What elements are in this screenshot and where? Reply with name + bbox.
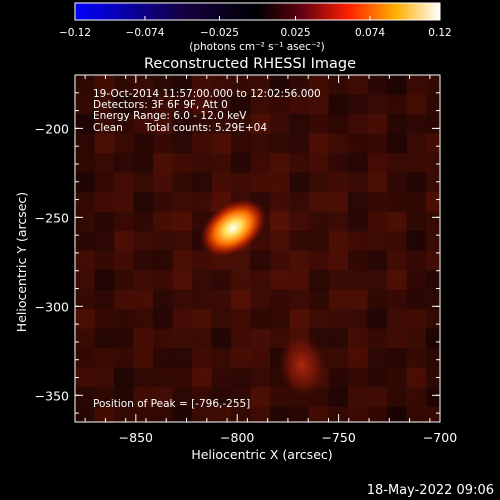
x-tick-label: −800 (220, 430, 254, 445)
colorbar-tick-label: −0.12 (59, 27, 91, 39)
y-tick-label: −200 (35, 121, 69, 136)
annotation-counts: Total counts: 5.29E+04 (144, 122, 267, 134)
annotation-method: Clean (93, 122, 123, 134)
chart-title: Reconstructed RHESSI Image (144, 56, 356, 72)
colorbar-unit-label: (photons cm⁻² s⁻¹ asec⁻²) (189, 41, 324, 53)
x-tick-label: −750 (321, 430, 355, 445)
footer-timestamp: 18-May-2022 09:06 (367, 483, 494, 498)
colorbar (74, 2, 441, 21)
colorbar-ticks: −0.12 −0.074 −0.025 0.025 0.074 0.12 (59, 16, 452, 39)
annotation-energy: Energy Range: 6.0 - 12.0 keV (93, 110, 247, 122)
y-tick-label: −350 (35, 388, 69, 403)
colorbar-tick-label: −0.074 (126, 27, 165, 39)
annotation-detectors: Detectors: 3F 6F 9F, Att 0 (93, 99, 228, 111)
x-tick-label: −700 (423, 430, 457, 445)
annotation-time-range: 19-Oct-2014 11:57:00.000 to 12:02:56.000 (93, 88, 321, 100)
colorbar-tick-label: −0.025 (200, 27, 239, 39)
annotation-peak-position: Position of Peak = [-796,-255] (93, 398, 250, 410)
y-tick-label: −250 (35, 210, 69, 225)
secondary-source (277, 332, 327, 398)
x-axis-label: Heliocentric X (arcsec) (191, 447, 332, 462)
colorbar-tick-label: 0.025 (280, 27, 310, 39)
colorbar-tick-label: 0.12 (428, 27, 451, 39)
heatmap-image (75, 75, 440, 422)
y-axis-label: Heliocentric Y (arcsec) (14, 192, 29, 332)
peak-source (200, 199, 267, 257)
plot-frame (74, 74, 441, 423)
axes: −850 −800 −750 −700 −200 −250 −300 −350 (35, 74, 457, 445)
colorbar-tick-label: 0.074 (355, 27, 385, 39)
x-tick-label: −850 (119, 430, 153, 445)
y-tick-label: −300 (35, 299, 69, 314)
